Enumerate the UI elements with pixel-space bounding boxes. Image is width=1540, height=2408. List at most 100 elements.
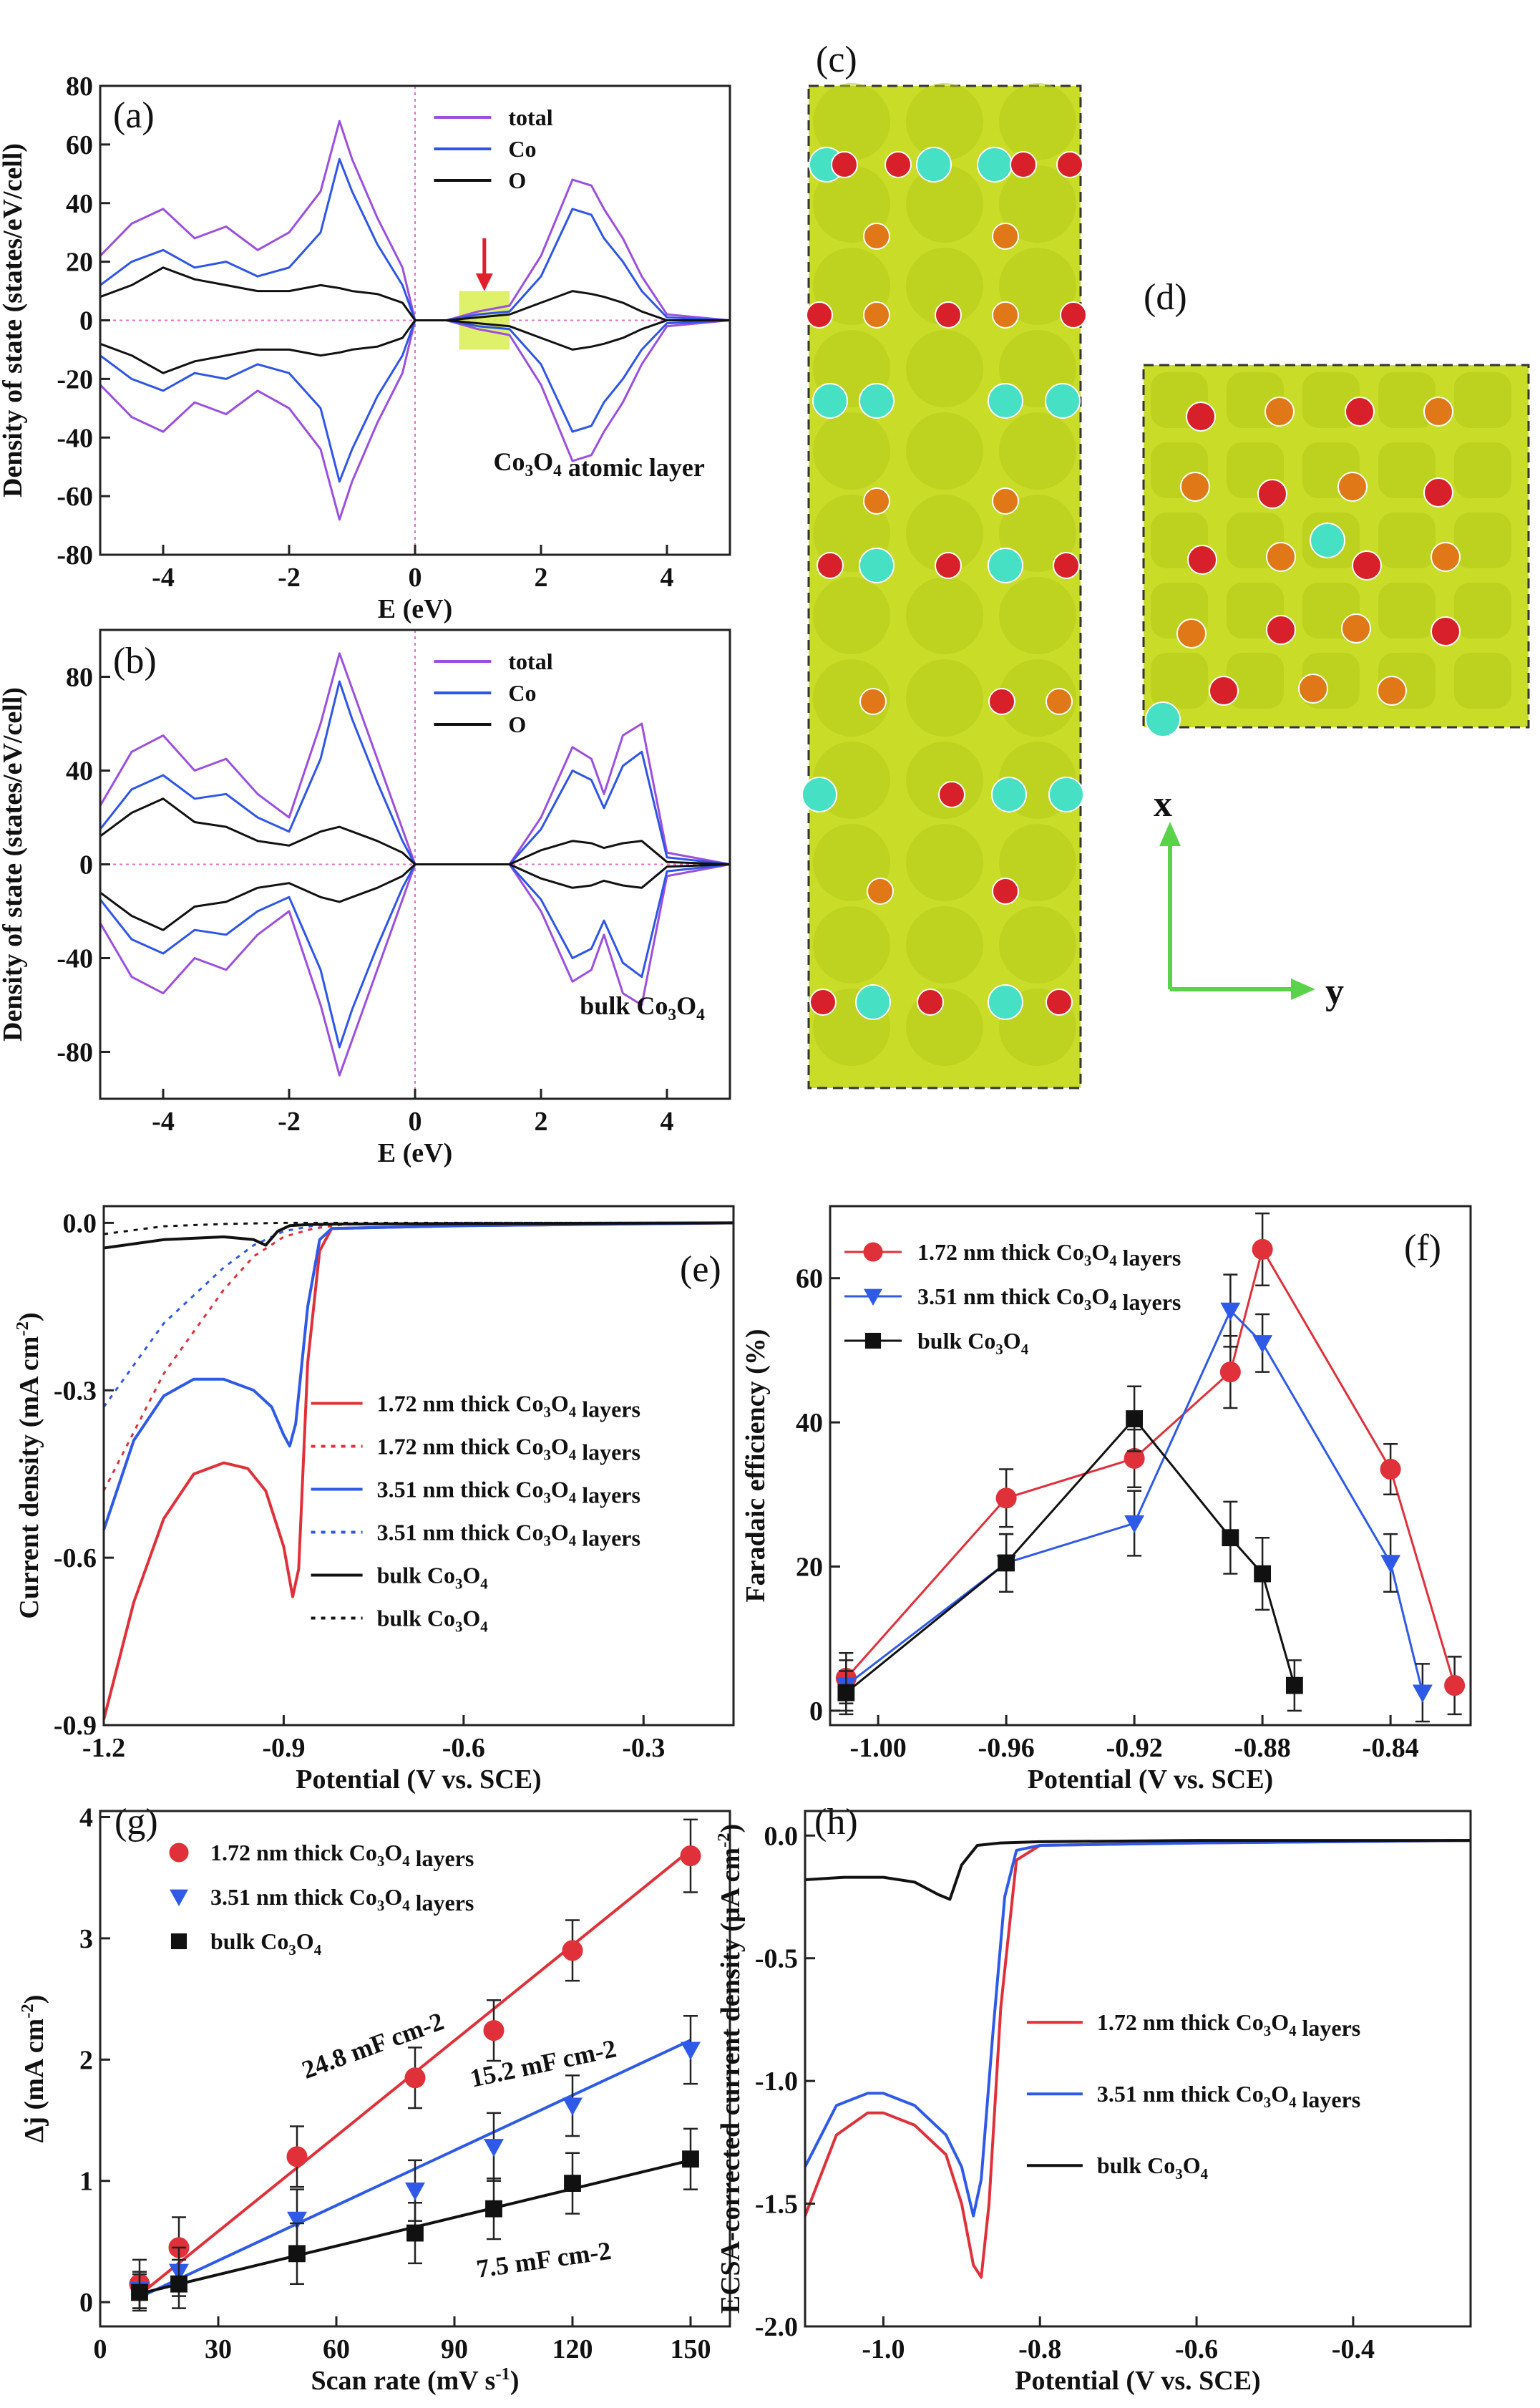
atom-o: [1056, 151, 1083, 178]
a-series-O-down: [99, 319, 730, 374]
h-xtick-label: -0.6: [1175, 2334, 1218, 2364]
g-frame: [99, 1810, 731, 2328]
e-series-5: [103, 1221, 734, 1235]
atom-o: [831, 151, 858, 178]
g-xtick-label: 60: [323, 2334, 350, 2364]
f-marker-0: [1444, 1675, 1466, 1696]
isosurface-blob: [906, 577, 983, 654]
h-xtick-label: -1.0: [862, 2334, 905, 2364]
chart-e-lsv: -1.2 -0.9 -0.6 -0.3-0.9-0.6-0.30.0Potential…: [13, 1205, 735, 1795]
a-arrow-head: [475, 273, 493, 291]
panel-label-a: (a): [113, 95, 155, 136]
atom-o: [1209, 676, 1239, 706]
g-marker-1: [405, 2183, 425, 2201]
b-series-total-down: [99, 863, 731, 1077]
atom-orange: [1431, 542, 1461, 572]
atom-o: [935, 301, 962, 329]
atoms-c: [801, 83, 1087, 1066]
atom-o: [1257, 479, 1287, 509]
g-legend-label-1: 3.51 nm thick Co3O4 layers: [210, 1884, 474, 1916]
isosurface-blob: [999, 248, 1076, 325]
panel-label-f: (f): [1404, 1228, 1441, 1268]
isosurface-blob: [999, 906, 1076, 984]
coordinate-axes: x y: [1154, 784, 1344, 1012]
a-ytick-label: 40: [66, 189, 93, 219]
h-xtick-label: -0.4: [1332, 2334, 1375, 2364]
atom-o: [1345, 397, 1375, 427]
e-ytick-label: -0.9: [54, 1711, 97, 1741]
a-legend-label-O: O: [508, 168, 526, 193]
a-series-Co-down: [99, 319, 731, 483]
h-ytick-label: -1.5: [755, 2190, 798, 2220]
f-ytick-label: 20: [796, 1552, 823, 1582]
atom-orange: [1264, 397, 1295, 427]
y-axis-label: y: [1325, 971, 1344, 1012]
isosurface-cube: [1454, 442, 1511, 498]
atom-orange: [992, 301, 1019, 329]
atom-co: [1045, 383, 1081, 419]
e-frame: [102, 1205, 735, 1727]
g-marker-0: [286, 2146, 308, 2167]
atom-o: [917, 989, 944, 1016]
e-series-4: [103, 1221, 734, 1250]
a-series-total-up: [99, 120, 731, 321]
a-ytick-label: 20: [66, 248, 93, 278]
atom-orange: [1341, 613, 1371, 644]
e-legend-label-0: 1.72 nm thick Co3O4 layers: [377, 1391, 640, 1422]
e-series-0: [102, 1221, 734, 1720]
atom-orange: [1180, 472, 1210, 502]
atom-co: [859, 383, 895, 419]
f-xtick-label: -0.88: [1234, 1733, 1291, 1763]
g-marker-2: [564, 2175, 581, 2192]
atom-o: [1046, 989, 1073, 1016]
isosurface-cube: [1378, 442, 1436, 498]
f-series-line-2: [845, 1417, 1296, 1694]
e-xtick-label: -0.6: [442, 1733, 485, 1763]
b-annotation: bulk Co3O4: [580, 991, 705, 1024]
g-xtick-label: 120: [552, 2334, 593, 2364]
f-legend-label-0: 1.72 nm thick Co3O4 layers: [917, 1239, 1181, 1271]
a-legend-label-total: total: [508, 105, 552, 130]
a-xtick-label: -4: [152, 563, 175, 593]
atom-co: [988, 984, 1023, 1020]
g-ytick-label: 4: [79, 1802, 93, 1832]
a-ytick-label: 60: [66, 130, 93, 160]
f-xtick-label: -0.96: [978, 1733, 1035, 1763]
isosurface-cube: [1454, 653, 1511, 709]
a-series-Co-up: [99, 157, 731, 321]
atom-o: [1266, 615, 1296, 645]
h-ylabel: ECSA-corrected current density (μA cm-2): [714, 1824, 746, 2314]
f-marker-2: [1126, 1410, 1144, 1427]
a-ytick-label: -20: [57, 364, 93, 394]
atom-o: [992, 878, 1019, 905]
f-marker-0: [1219, 1361, 1241, 1383]
atom-orange: [863, 223, 890, 250]
isosurface-cube: [1454, 583, 1511, 639]
b-xtick-label: -2: [278, 1107, 301, 1137]
f-marker-1: [1412, 1684, 1433, 1703]
chart-h-ecsa-corrected: -1.0 -0.8 -0.6 -0.4 -2.0 -1.5 -1.0 -0.5 0.0 Poten…: [714, 1810, 1472, 2396]
h-legend-label-1: 3.51 nm thick Co3O4 layers: [1097, 2081, 1360, 2112]
a-series-O-up: [99, 266, 730, 321]
atom-co: [988, 383, 1023, 419]
isosurface-blob: [813, 412, 890, 490]
f-marker-2: [998, 1554, 1015, 1572]
g-marker-2: [406, 2224, 424, 2242]
atom-o: [1010, 151, 1037, 178]
isosurface-blob: [906, 659, 983, 737]
h-series-0: [804, 1839, 1471, 2279]
x-axis-arrowhead: [1159, 822, 1181, 846]
panel-label-c: (c): [816, 39, 857, 80]
isosurface-blob: [813, 165, 890, 243]
e-legend-label-5: bulk Co3O4: [377, 1606, 489, 1636]
y-axis-arrowhead: [1291, 979, 1315, 1000]
f-xtick-label: -1.00: [850, 1733, 907, 1763]
isosurface-cube: [1378, 372, 1436, 428]
atom-orange: [992, 487, 1019, 515]
h-series-2: [804, 1839, 1471, 1901]
atom-orange: [1298, 674, 1328, 704]
atom-co: [1310, 523, 1345, 558]
structure-c-side-view: [801, 83, 1087, 1089]
